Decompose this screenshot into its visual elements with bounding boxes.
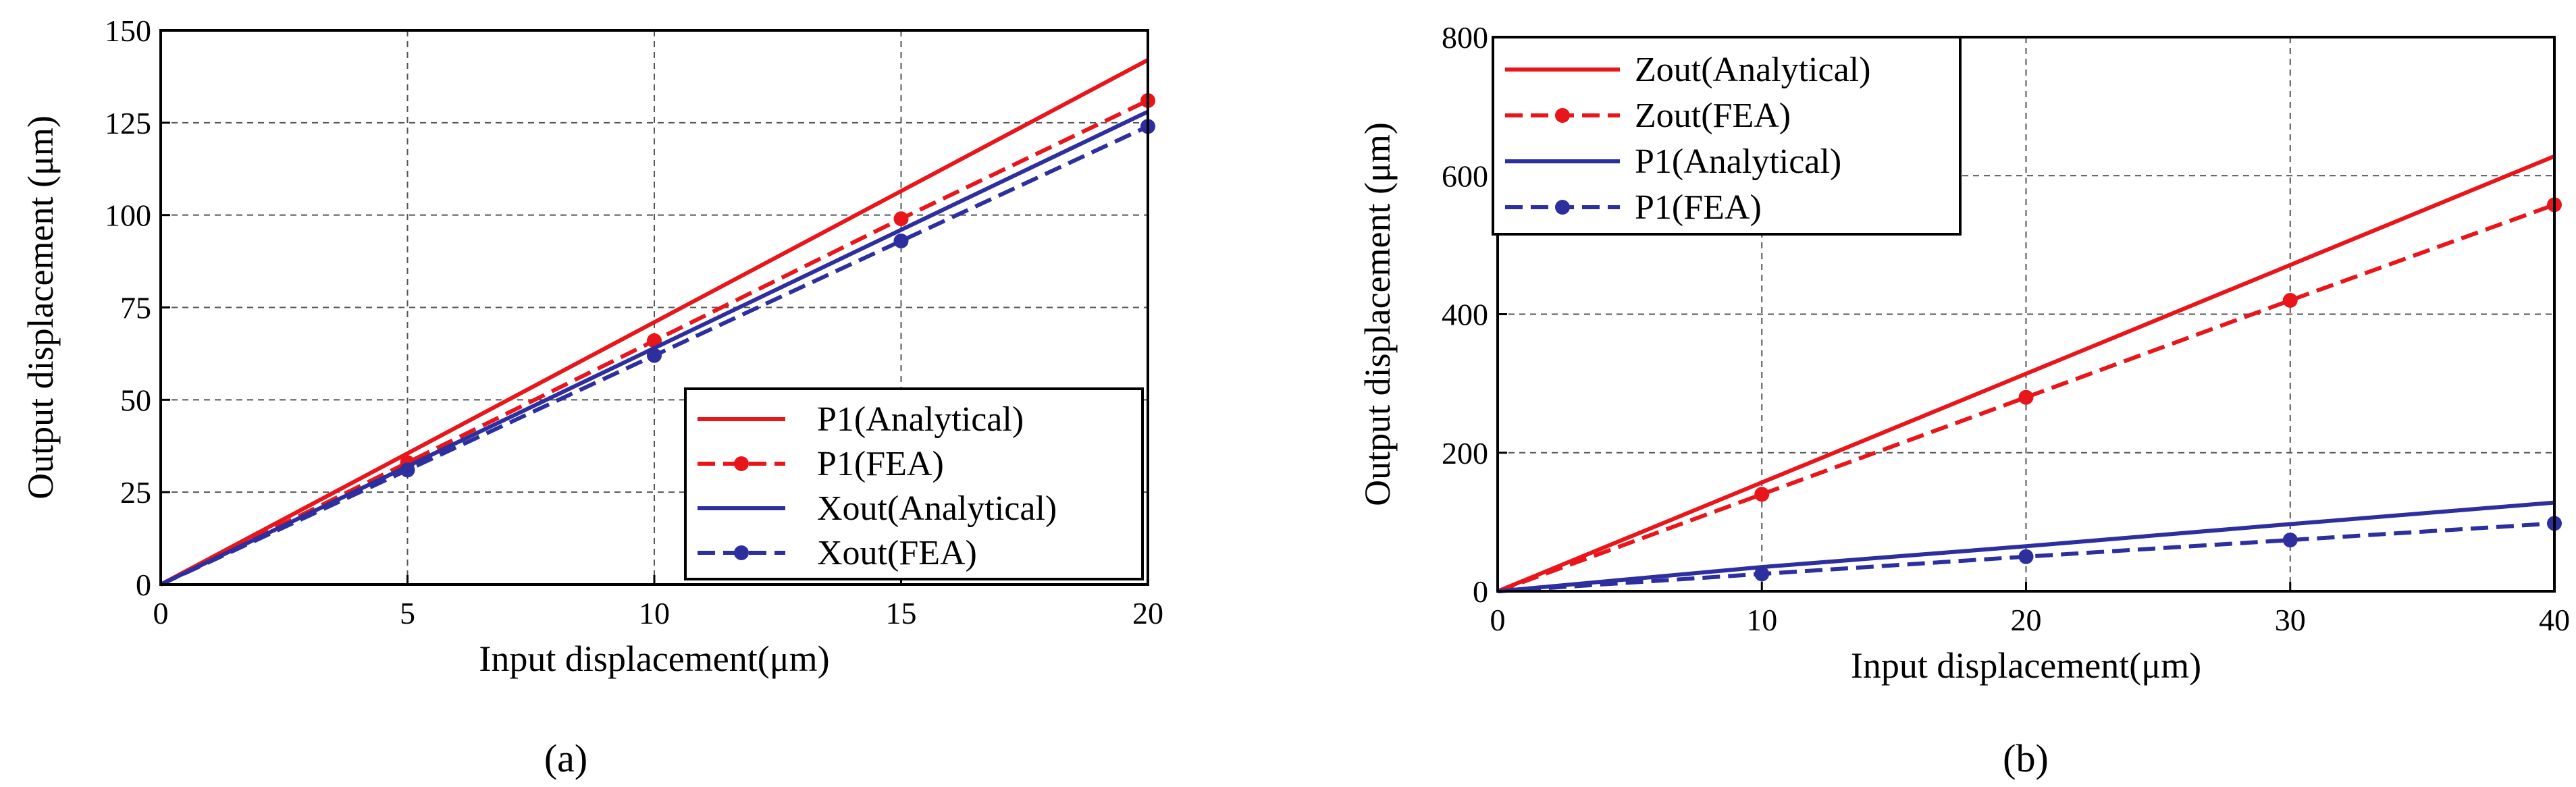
data-point [893, 233, 909, 248]
y-tick-label: 0 [136, 568, 151, 602]
figure-caption: (a) [544, 736, 587, 780]
legend-label: Zout(Analytical) [1635, 51, 1870, 89]
x-tick-label: 0 [153, 596, 169, 630]
y-tick-label: 50 [120, 383, 151, 417]
legend-label: Xout(Analytical) [817, 489, 1057, 528]
legend-marker [734, 545, 749, 560]
x-tick-label: 20 [2011, 603, 2042, 637]
data-point [1754, 566, 1770, 582]
y-tick-label: 150 [105, 13, 151, 48]
data-point [2282, 533, 2298, 548]
x-tick-label: 5 [400, 596, 415, 630]
x-axis-title: Input displacement(μm) [1851, 645, 2201, 686]
legend-marker [1555, 108, 1570, 123]
data-point [2018, 549, 2034, 564]
legend-label: P1(Analytical) [1635, 142, 1841, 181]
legend-label: P1(FEA) [1635, 188, 1762, 227]
legend-marker [1555, 200, 1570, 215]
data-point [400, 462, 415, 478]
series-line [1496, 202, 2556, 593]
y-tick-label: 800 [1442, 20, 1488, 55]
y-axis-title: Output displacement (μm) [1357, 122, 1398, 506]
y-tick-label: 400 [1442, 298, 1488, 332]
data-point [647, 348, 662, 363]
y-tick-label: 200 [1442, 436, 1488, 470]
series-line [1497, 500, 2555, 593]
data-point [1754, 487, 1770, 502]
x-tick-label: 10 [639, 596, 670, 630]
legend-label: P1(Analytical) [817, 400, 1024, 439]
data-point [893, 211, 909, 227]
legend-label: P1(FEA) [817, 445, 944, 483]
y-axis-title: Output displacement (μm) [20, 115, 61, 499]
figure-caption: (b) [2003, 736, 2049, 780]
chart-a: 0 5 10 15 20 0 25 50 75 100 125 150 Input displaceme… [20, 13, 1163, 780]
y-tick-label: 100 [105, 198, 151, 233]
x-tick-label: 0 [1490, 603, 1506, 637]
x-axis-title: Input displacement(μm) [479, 639, 829, 679]
x-tick-label: 10 [1746, 603, 1777, 637]
x-tick-label: 30 [2275, 603, 2306, 637]
y-tick-label: 600 [1442, 159, 1488, 193]
data-point [2282, 292, 2298, 308]
y-tick-label: 75 [120, 291, 151, 325]
series-line [1496, 154, 2556, 593]
x-tick-label: 40 [2539, 603, 2570, 637]
y-tick-label: 25 [120, 475, 151, 510]
series-line [159, 58, 1149, 587]
legend-marker [734, 456, 749, 471]
legend-label: Zout(FEA) [1635, 97, 1791, 135]
x-tick-label: 15 [886, 596, 917, 630]
y-tick-label: 125 [105, 106, 151, 140]
legend-label: Xout(FEA) [817, 534, 977, 572]
data-point [2018, 389, 2034, 405]
y-tick-label: 0 [1473, 574, 1488, 609]
x-tick-label: 20 [1132, 596, 1163, 630]
